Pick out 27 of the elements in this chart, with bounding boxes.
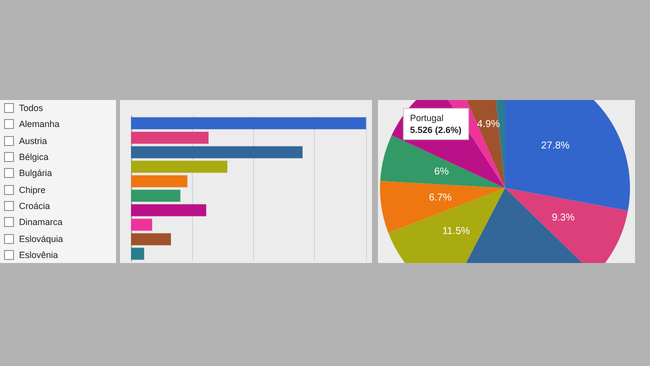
bar — [131, 190, 180, 202]
data-label: 9.3% — [552, 212, 575, 224]
bar — [131, 132, 209, 144]
bar — [131, 233, 171, 246]
data-label: 6.7% — [428, 192, 452, 204]
bar — [131, 204, 206, 216]
data-label: 6% — [434, 166, 449, 178]
text: 5.526 (2.6%) — [410, 124, 462, 136]
text: Alemanha — [19, 119, 60, 130]
bar — [131, 218, 152, 231]
bar — [131, 248, 144, 260]
text: Croácia — [19, 200, 50, 211]
text: Eslováquia — [19, 234, 64, 244]
text: Austria — [19, 136, 48, 146]
data-label: 11.5% — [442, 226, 470, 238]
text: Bulgária — [19, 168, 52, 178]
data-label: 27.8% — [541, 140, 570, 152]
text: Bélgica — [19, 152, 49, 162]
text: Dinamarca — [19, 217, 63, 228]
bar — [131, 175, 188, 188]
text: Eslovênia — [19, 250, 58, 260]
text: Todos — [19, 103, 44, 114]
bar — [131, 117, 366, 130]
text: Portugal — [410, 112, 445, 124]
bar — [131, 160, 228, 173]
text: Chipre — [19, 184, 46, 195]
bar — [131, 146, 303, 158]
